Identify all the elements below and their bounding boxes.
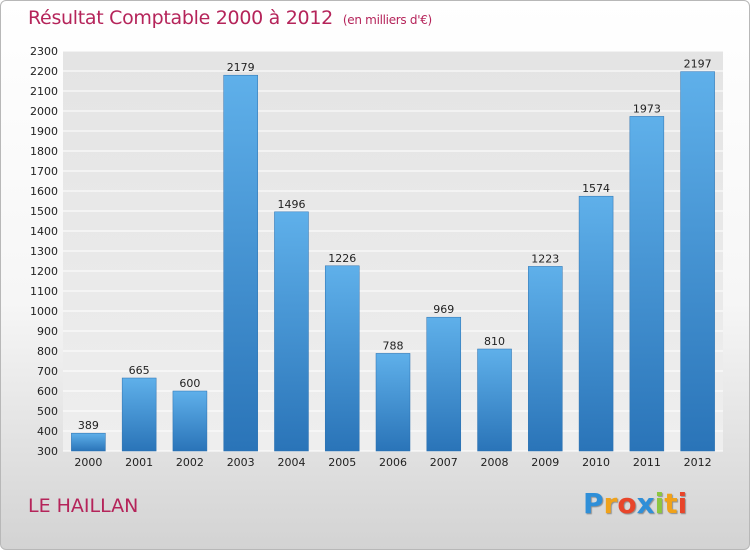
data-label: 1973 [633, 102, 661, 115]
x-tick-label: 2010 [582, 456, 610, 469]
bar [172, 390, 208, 452]
x-tick-label: 2008 [481, 456, 509, 469]
x-tick-label: 2011 [633, 456, 661, 469]
data-label: 389 [78, 419, 99, 432]
logo-letter: t [664, 487, 678, 520]
x-tick-label: 2003 [227, 456, 255, 469]
x-tick-label: 2005 [328, 456, 356, 469]
x-tick-label: 2006 [379, 456, 407, 469]
data-label: 969 [433, 303, 454, 316]
x-tick-label: 2012 [684, 456, 712, 469]
y-tick-label: 700 [37, 365, 58, 378]
chart-title-text: Résultat Comptable 2000 à 2012 [28, 7, 333, 29]
x-tick-label: 2009 [531, 456, 559, 469]
bar [680, 71, 715, 452]
x-tick-label: 2004 [277, 456, 305, 469]
logo-letter: o [617, 487, 637, 520]
y-tick-label: 1500 [30, 205, 58, 218]
data-label: 1223 [531, 252, 559, 265]
y-tick-label: 1800 [30, 145, 58, 158]
data-label: 665 [129, 364, 150, 377]
y-tick-label: 1700 [30, 165, 58, 178]
y-tick-label: 1100 [30, 285, 58, 298]
chart-subtitle: (en milliers d'€) [342, 13, 432, 27]
data-label: 788 [383, 339, 404, 352]
bar [477, 348, 512, 452]
data-label: 1496 [277, 198, 305, 211]
y-tick-label: 1400 [30, 225, 58, 238]
bar [223, 74, 258, 452]
y-tick-label: 2000 [30, 105, 58, 118]
logo-letter: i [677, 487, 688, 520]
y-tick-label: 2100 [30, 85, 58, 98]
bar [324, 265, 360, 452]
bar [629, 116, 665, 452]
y-tick-label: 900 [37, 325, 58, 338]
y-tick-label: 1600 [30, 185, 58, 198]
chart-title: Résultat Comptable 2000 à 2012 (en millie… [28, 7, 432, 29]
data-label: 2197 [684, 58, 712, 71]
y-tick-label: 1000 [30, 305, 58, 318]
y-tick-label: 600 [37, 385, 58, 398]
y-tick-label: 500 [37, 405, 58, 418]
logo-letter: i [654, 487, 665, 520]
bar [528, 266, 563, 452]
commune-name: LE HAILLAN [28, 495, 139, 517]
y-tick-label: 2300 [30, 45, 58, 58]
y-tick-label: 1200 [30, 265, 58, 278]
y-tick-label: 400 [37, 425, 58, 438]
y-tick-label: 300 [37, 445, 58, 458]
y-tick-label: 1900 [30, 125, 58, 138]
y-tick-label: 800 [37, 345, 58, 358]
y-tick-label: 2200 [30, 65, 58, 78]
data-label: 1226 [328, 252, 356, 265]
data-label: 600 [179, 377, 200, 390]
y-tick-label: 1300 [30, 245, 58, 258]
data-label: 2179 [227, 61, 255, 74]
bar [426, 316, 462, 452]
data-label: 810 [484, 335, 505, 348]
x-tick-label: 2007 [430, 456, 458, 469]
x-tick-label: 2000 [74, 456, 102, 469]
data-label: 1574 [582, 182, 610, 195]
logo-letter: r [603, 487, 618, 520]
logo-letter: P [583, 487, 604, 520]
proxiti-logo: Proxiti [583, 487, 687, 520]
x-tick-label: 2002 [176, 456, 204, 469]
bar [578, 195, 614, 452]
x-tick-label: 2001 [125, 456, 153, 469]
bar [375, 353, 411, 452]
bar [121, 377, 157, 452]
bar [274, 211, 309, 452]
logo-letter: x [636, 487, 655, 520]
bar [71, 432, 106, 452]
